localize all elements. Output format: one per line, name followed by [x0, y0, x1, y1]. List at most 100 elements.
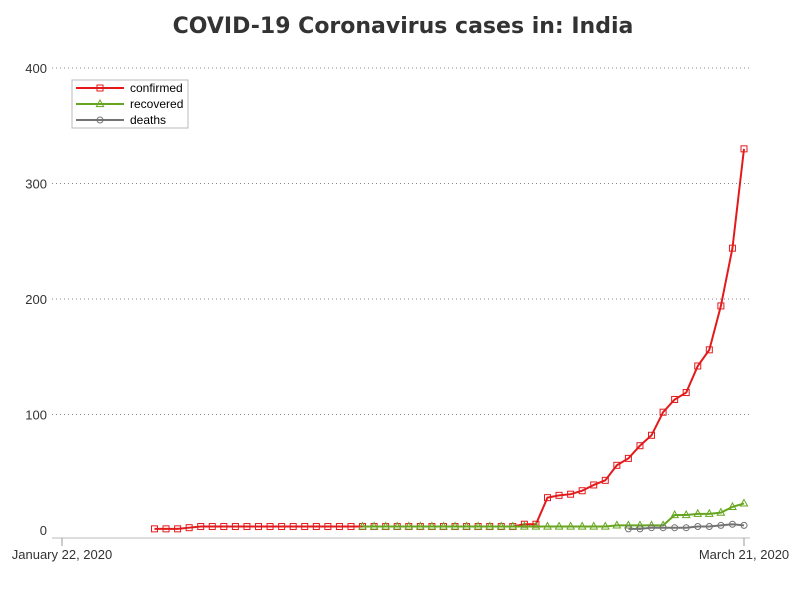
legend-marker: [96, 84, 104, 92]
confirmed-point: [717, 302, 725, 310]
chart-title: COVID-19 Coronavirus cases in: India: [173, 14, 634, 39]
confirmed-point: [624, 454, 632, 462]
recovered-point: [381, 521, 391, 530]
recovered-point: [473, 521, 483, 530]
y-tick-label: 200: [25, 292, 47, 307]
confirmed-point: [255, 523, 263, 531]
legend: confirmed recovered deaths: [71, 79, 189, 129]
recovered-point: [427, 521, 437, 530]
recovered-point: [716, 507, 726, 516]
recovered-point: [496, 521, 506, 530]
confirmed-line: [154, 148, 745, 530]
x-axis: January 22, 2020 March 21, 2020: [12, 537, 789, 562]
confirmed-point: [150, 525, 158, 533]
deaths-point: [636, 525, 644, 533]
confirmed-point: [671, 395, 679, 403]
y-tick-label: 100: [25, 408, 47, 423]
recovered-point: [404, 521, 414, 530]
confirmed-point: [613, 461, 621, 469]
legend-item-recovered: recovered: [76, 97, 183, 111]
recovered-line: [362, 502, 745, 528]
recovered-point: [681, 509, 691, 519]
recovered-point: [519, 521, 529, 530]
recovered-point: [531, 521, 541, 530]
y-tick-label: 0: [40, 523, 47, 538]
recovered-point: [462, 521, 472, 530]
confirmed-point: [220, 523, 228, 531]
confirmed-point: [335, 523, 343, 531]
recovered-point: [566, 521, 576, 530]
deaths-point: [740, 521, 748, 529]
recovered-point: [670, 509, 680, 519]
deaths-point: [694, 523, 702, 531]
series-recovered: [358, 498, 749, 530]
confirmed-point: [197, 523, 205, 531]
confirmed-point: [682, 389, 690, 397]
confirmed-point: [231, 523, 239, 531]
confirmed-point: [174, 525, 182, 533]
deaths-point: [648, 524, 656, 532]
confirmed-point: [278, 523, 286, 531]
recovered-point: [485, 521, 495, 530]
recovered-point: [369, 521, 379, 530]
recovered-point: [612, 520, 622, 529]
confirmed-point: [266, 523, 274, 531]
series-layer: [150, 145, 749, 533]
deaths-point: [728, 520, 736, 528]
confirmed-point: [567, 490, 575, 498]
legend-label: recovered: [130, 97, 183, 111]
confirmed-point: [543, 494, 551, 502]
legend-marker: [96, 116, 104, 124]
confirmed-point: [728, 244, 736, 252]
legend-marker: [95, 98, 105, 108]
confirmed-point: [162, 525, 170, 533]
y-axis: 0 100 200 300 400: [25, 61, 47, 538]
recovered-point: [450, 521, 460, 530]
x-tick-label-start: January 22, 2020: [12, 547, 112, 562]
confirmed-point: [659, 408, 667, 416]
confirmed-point: [208, 523, 216, 531]
deaths-point: [717, 521, 725, 529]
deaths-point: [671, 524, 679, 532]
recovered-point: [508, 521, 518, 530]
confirmed-point: [185, 524, 193, 532]
recovered-point: [704, 508, 714, 517]
recovered-point: [392, 521, 402, 530]
confirmed-point: [740, 145, 748, 153]
recovered-point: [554, 521, 564, 530]
deaths-point: [659, 524, 667, 532]
confirmed-point: [648, 431, 656, 439]
legend-label: deaths: [130, 113, 166, 127]
grid: [52, 67, 750, 415]
recovered-point: [600, 521, 610, 530]
confirmed-point: [555, 491, 563, 499]
legend-item-confirmed: confirmed: [76, 81, 183, 95]
y-tick-label: 300: [25, 177, 47, 192]
recovered-point: [693, 508, 703, 517]
confirmed-point: [578, 487, 586, 495]
confirmed-point: [694, 362, 702, 370]
confirmed-point: [243, 523, 251, 531]
confirmed-point: [312, 523, 320, 531]
recovered-point: [727, 501, 737, 510]
confirmed-point: [636, 442, 644, 450]
series-deaths: [624, 520, 748, 533]
recovered-point: [358, 521, 367, 530]
recovered-point: [577, 521, 587, 530]
recovered-point: [415, 521, 425, 530]
recovered-point: [739, 498, 749, 507]
legend-label: confirmed: [130, 81, 183, 95]
x-tick-label-end: March 21, 2020: [699, 547, 789, 562]
legend-item-deaths: deaths: [76, 113, 166, 127]
y-tick-label: 400: [25, 61, 47, 76]
confirmed-point: [289, 523, 297, 531]
confirmed-point: [301, 523, 309, 531]
confirmed-point: [324, 523, 332, 531]
recovered-point: [589, 521, 599, 530]
series-confirmed: [150, 145, 748, 533]
confirmed-point: [347, 523, 355, 531]
recovered-point: [439, 521, 448, 530]
deaths-point: [705, 523, 713, 531]
deaths-line: [628, 523, 745, 530]
